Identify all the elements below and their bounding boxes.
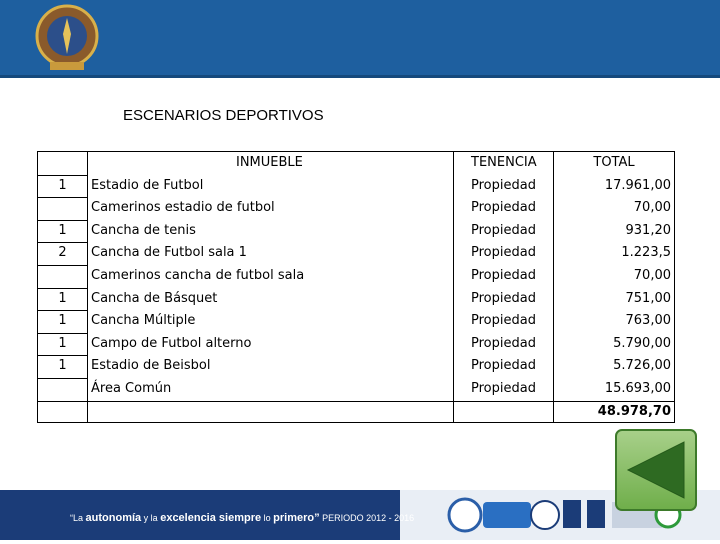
- total-cell: 70,00: [633, 268, 671, 283]
- count-cell: 1: [58, 313, 67, 329]
- slogan-text: y la: [143, 513, 158, 523]
- row-line: [38, 287, 87, 289]
- logo: [35, 4, 99, 70]
- grand-total: 48.978,70: [597, 403, 671, 419]
- row-line: [38, 355, 87, 357]
- count-cell: 2: [58, 245, 67, 261]
- count-cell: 1: [58, 177, 67, 193]
- name-cell: Cancha Múltiple: [91, 313, 196, 329]
- total-cell: 751,00: [625, 290, 672, 306]
- count-cell: 1: [58, 335, 67, 351]
- column-line: [87, 152, 88, 423]
- tenure-cell: Propiedad: [471, 222, 536, 238]
- name-cell: Estadio de Futbol: [91, 177, 204, 193]
- row-line: [38, 378, 87, 379]
- slogan-text: autonomía: [85, 512, 142, 524]
- header-cell: TENENCIA: [471, 155, 537, 170]
- tenure-cell: Propiedad: [471, 200, 536, 216]
- name-cell: Área Común: [91, 381, 172, 396]
- row-line: [38, 242, 87, 244]
- slogan-text: primero”: [273, 512, 320, 524]
- header-cell: INMUEBLE: [236, 155, 303, 170]
- name-cell: Cancha de Básquet: [91, 290, 218, 306]
- row-line: [38, 219, 87, 221]
- total-cell: 5.790,00: [613, 335, 671, 351]
- table: INMUEBLE TENENCIA TOTAL 1 Estadio de Futbol P…: [37, 151, 675, 423]
- slogan-text: lo: [263, 513, 271, 523]
- row-line: [38, 332, 87, 334]
- tenure-cell: Propiedad: [471, 358, 536, 374]
- name-cell: Cancha de tenis: [91, 222, 196, 238]
- slogan-text: “La: [70, 513, 84, 523]
- row-line: [38, 265, 87, 266]
- total-cell: 1.223,5: [621, 245, 671, 261]
- name-cell: Estadio de Beisbol: [91, 358, 211, 374]
- row-line: [38, 174, 87, 176]
- total-cell: 70,00: [633, 200, 671, 216]
- column-line: [453, 152, 454, 423]
- footer-slogan: “La autonomía y la excelencia siempre lo…: [70, 512, 414, 524]
- row-line: [38, 310, 87, 312]
- slogan-text: excelencia siempre: [160, 512, 262, 524]
- back-button[interactable]: [614, 428, 698, 512]
- row-line: [38, 400, 675, 402]
- count-cell: 1: [58, 222, 67, 238]
- name-cell: Campo de Futbol alterno: [91, 335, 252, 351]
- total-cell: 15.693,00: [604, 381, 671, 396]
- row-line: [38, 197, 87, 199]
- name-cell: Camerinos cancha de futbol sala: [91, 268, 305, 283]
- slogan-period: PERIODO 2012 - 2016: [322, 513, 415, 523]
- total-cell: 763,00: [625, 313, 672, 329]
- total-cell: 931,20: [625, 222, 672, 238]
- logo-strip: [447, 497, 682, 533]
- tenure-cell: Propiedad: [471, 335, 536, 351]
- tenure-cell: Propiedad: [471, 313, 536, 329]
- tenure-cell: Propiedad: [471, 177, 536, 193]
- name-cell: Cancha de Futbol sala 1: [91, 245, 247, 261]
- count-cell: 1: [58, 358, 67, 374]
- name-cell: Camerinos estadio de futbol: [91, 200, 275, 216]
- tenure-cell: Propiedad: [471, 290, 536, 306]
- total-cell: 17.961,00: [604, 177, 671, 193]
- tenure-cell: Propiedad: [471, 245, 536, 261]
- total-cell: 5.726,00: [613, 358, 671, 374]
- tenure-cell: Propiedad: [471, 381, 536, 396]
- slide-title: ESCENARIOS DEPORTIVOS: [123, 107, 324, 124]
- tenure-cell: Propiedad: [471, 268, 536, 283]
- count-cell: 1: [58, 290, 67, 306]
- header-cell: TOTAL: [593, 155, 635, 170]
- column-line: [553, 152, 554, 423]
- header-band: [0, 0, 720, 78]
